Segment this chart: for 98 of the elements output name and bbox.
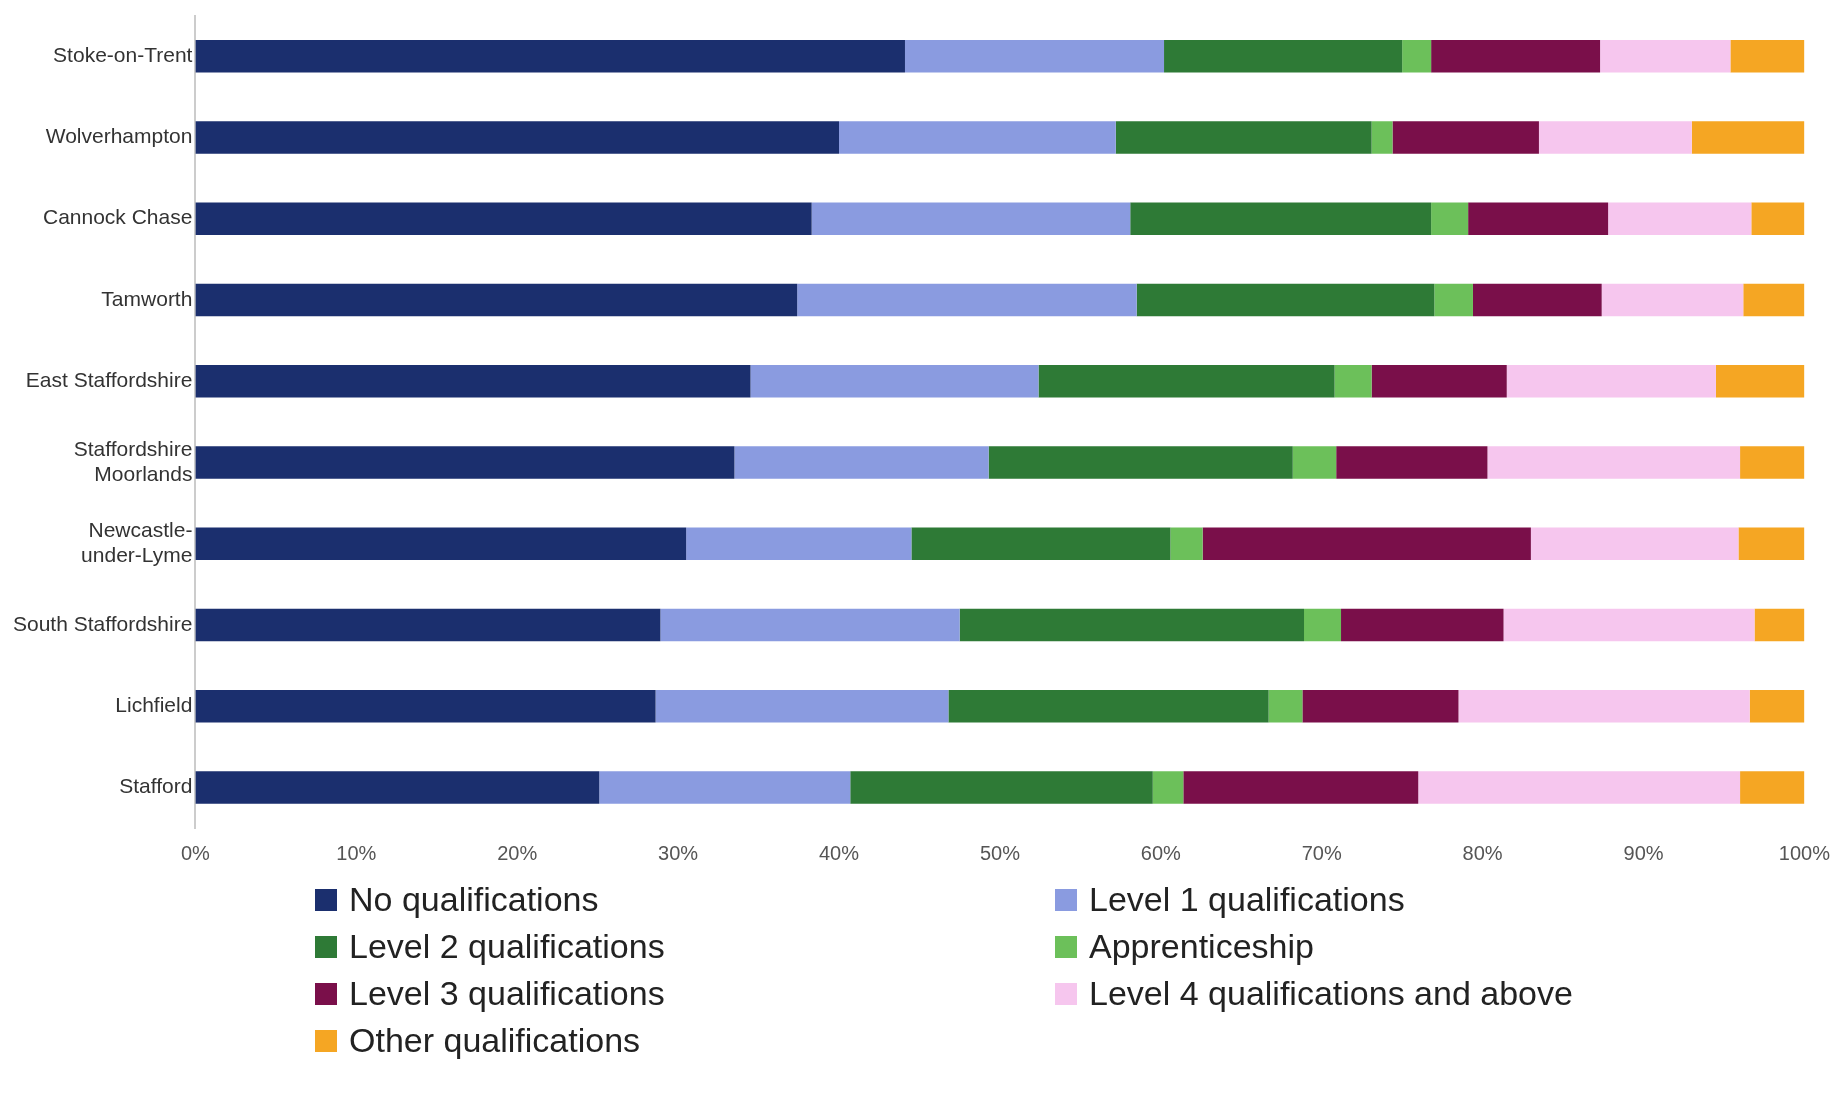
y-tick-label: Stafford xyxy=(119,774,193,798)
bar xyxy=(1402,39,1432,73)
bar xyxy=(1608,202,1752,235)
bar xyxy=(1392,121,1539,154)
bar xyxy=(1431,202,1469,235)
bar xyxy=(195,364,751,398)
legend-label: Level 2 qualifications xyxy=(349,927,665,966)
bar xyxy=(1371,121,1393,154)
legend-label: Level 4 qualifications and above xyxy=(1089,974,1573,1013)
bar xyxy=(959,608,1305,642)
x-tick-label: 40% xyxy=(818,841,860,864)
y-tick-label: Staffordshire Moorlands xyxy=(73,436,193,485)
x-tick-label: 0% xyxy=(180,841,211,864)
bar xyxy=(660,608,960,642)
bar xyxy=(1730,39,1805,73)
y-tick-label: Wolverhampton xyxy=(45,124,193,148)
legend-label: Other qualifications xyxy=(349,1021,641,1060)
x-tick-label: 100% xyxy=(1778,841,1831,864)
x-tick-label: 50% xyxy=(979,841,1021,864)
bar xyxy=(195,689,656,723)
y-tick-label: South Staffordshire xyxy=(12,611,193,635)
bar xyxy=(1738,527,1805,560)
bar xyxy=(948,689,1269,723)
bar xyxy=(195,527,687,560)
bar xyxy=(1334,364,1372,398)
bar xyxy=(1170,527,1203,560)
bar xyxy=(911,527,1171,560)
bar xyxy=(1506,364,1716,398)
legend-label: No qualifications xyxy=(349,880,599,919)
bar xyxy=(988,446,1293,479)
bar xyxy=(1749,689,1805,723)
y-tick-label: Tamworth xyxy=(101,286,193,310)
bar xyxy=(1751,202,1805,235)
bar xyxy=(1503,608,1755,642)
bar xyxy=(750,364,1039,398)
bar xyxy=(850,771,1153,804)
legend-label: Apprenticeship xyxy=(1089,927,1314,966)
x-tick-label: 30% xyxy=(658,841,699,864)
x-tick-label: 70% xyxy=(1301,841,1342,864)
y-tick-label: Cannock Chase xyxy=(42,205,193,229)
x-tick-label: 20% xyxy=(497,841,538,864)
bar xyxy=(599,771,851,804)
y-tick-label: East Staffordshire xyxy=(25,367,193,391)
bar xyxy=(1152,771,1184,804)
bar xyxy=(1691,121,1805,154)
y-tick-label: Lichfield xyxy=(115,692,193,716)
bar xyxy=(195,446,735,479)
bar xyxy=(1302,689,1459,723)
bar xyxy=(1740,446,1805,479)
bar xyxy=(1164,39,1403,73)
bar xyxy=(1434,283,1473,317)
bar xyxy=(734,446,989,479)
bar xyxy=(797,283,1137,317)
x-tick-label: 90% xyxy=(1623,841,1664,864)
legend-label: Level 1 qualifications xyxy=(1089,880,1405,919)
bar xyxy=(1754,608,1805,642)
bar xyxy=(1458,689,1750,723)
y-tick-label: Newcastle-under-Lyme xyxy=(81,517,193,567)
bar xyxy=(195,202,812,235)
bar xyxy=(811,202,1131,235)
bar xyxy=(195,771,600,804)
bar xyxy=(904,39,1165,73)
bar xyxy=(1130,202,1432,235)
bar xyxy=(1600,39,1731,73)
bar xyxy=(195,121,840,154)
bar xyxy=(1371,364,1507,398)
bar xyxy=(1304,608,1342,642)
bar xyxy=(1341,608,1504,642)
y-tick-label: Stoke-on-Trent xyxy=(53,43,193,67)
bar xyxy=(195,608,661,642)
legend-label: Level 3 qualifications xyxy=(349,974,665,1013)
bar xyxy=(1538,121,1692,154)
bar xyxy=(1268,689,1303,723)
bar xyxy=(195,39,905,73)
bar xyxy=(1115,121,1372,154)
bar xyxy=(1601,283,1744,317)
bar xyxy=(1743,283,1805,317)
bar xyxy=(1431,39,1601,73)
bar xyxy=(1136,283,1435,317)
bar xyxy=(1740,771,1805,804)
bar xyxy=(1715,364,1805,398)
bar xyxy=(1472,283,1602,317)
x-tick-label: 80% xyxy=(1462,841,1503,864)
bar xyxy=(1292,446,1337,479)
bar xyxy=(839,121,1116,154)
bar xyxy=(1487,446,1741,479)
bar xyxy=(686,527,912,560)
bar xyxy=(1468,202,1609,235)
bar xyxy=(1530,527,1739,560)
x-tick-label: 10% xyxy=(336,841,377,864)
bar xyxy=(1202,527,1531,560)
bar xyxy=(655,689,949,723)
bar xyxy=(195,283,798,317)
bar xyxy=(1336,446,1488,479)
bar xyxy=(1183,771,1419,804)
x-tick-label: 60% xyxy=(1140,841,1182,864)
bar xyxy=(1038,364,1335,398)
bar xyxy=(1418,771,1741,804)
